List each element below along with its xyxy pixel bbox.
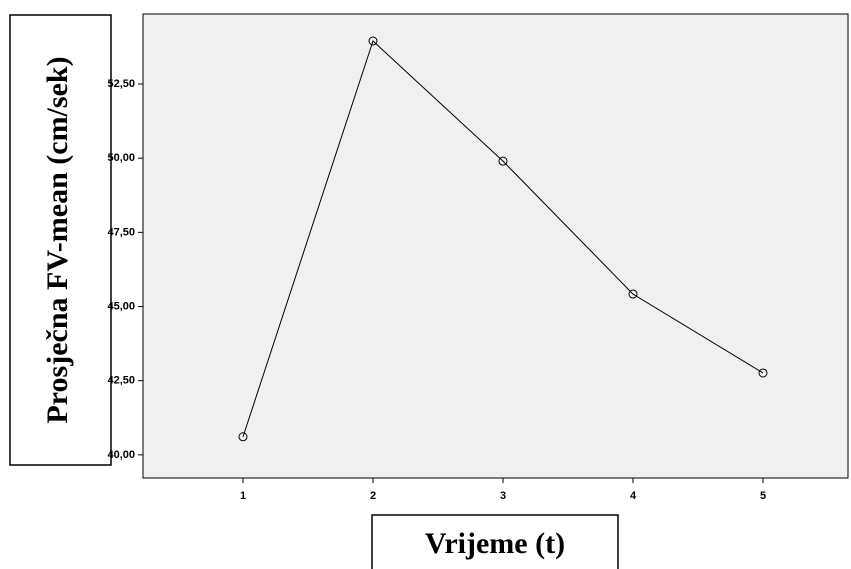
y-tick-label: 42,50 xyxy=(107,375,135,387)
point xyxy=(498,156,508,166)
x-tick-label: 1 xyxy=(240,490,246,502)
line xyxy=(242,40,764,437)
x-label-box xyxy=(371,514,619,569)
y-label-box xyxy=(9,14,112,466)
y-axis-label: Prosječna FV-mean (cm/sek) xyxy=(41,56,74,423)
y-tick-label: 50,00 xyxy=(107,152,135,164)
x-tick-label: 5 xyxy=(760,490,766,502)
x-tick-label: 2 xyxy=(370,490,376,502)
plot-area xyxy=(142,13,849,479)
y-tick-label: 40,00 xyxy=(107,449,135,461)
x-axis-label: Vrijeme (t) xyxy=(425,527,565,560)
point xyxy=(238,432,248,442)
x-tick-label: 4 xyxy=(630,490,637,502)
y-tick-label: 47,50 xyxy=(107,226,135,238)
point xyxy=(368,36,378,46)
point xyxy=(628,289,638,299)
y-tick-label: 52,50 xyxy=(107,78,135,90)
point xyxy=(758,368,768,378)
x-tick-label: 3 xyxy=(500,490,506,502)
y-tick-label: 45,00 xyxy=(107,300,135,312)
